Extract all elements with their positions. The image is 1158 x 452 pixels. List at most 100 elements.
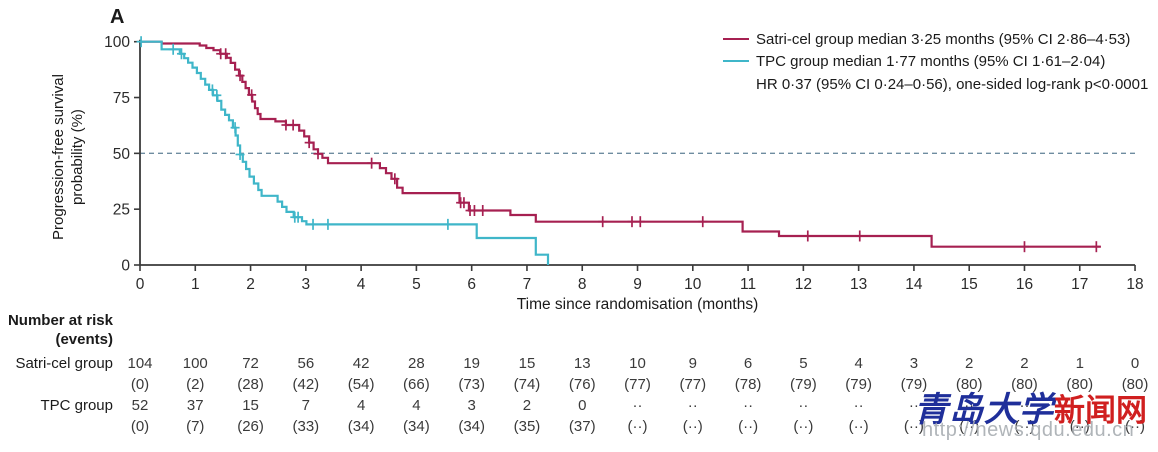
risk-table-header: Number at risk: [7, 312, 113, 329]
risk-count-cell: 7: [301, 397, 310, 414]
x-tick-label: 16: [1016, 276, 1033, 293]
risk-events-cell: (··): [959, 418, 980, 435]
risk-count-cell: ··: [908, 397, 919, 414]
risk-events-cell: (··): [738, 418, 759, 435]
risk-count-cell: 2: [1020, 355, 1029, 372]
risk-count-cell: 1: [1075, 355, 1084, 372]
risk-count-cell: ··: [1130, 397, 1141, 414]
risk-count-cell: ··: [1074, 397, 1085, 414]
risk-events-cell: (33): [292, 418, 320, 435]
x-tick-label: 3: [302, 276, 311, 293]
risk-count-cell: 4: [356, 397, 366, 414]
watermark-site-name-cn: 青岛大学: [914, 390, 1054, 430]
risk-count-cell: 19: [463, 355, 481, 372]
x-tick-label: 11: [740, 276, 756, 293]
legend-entry-tpc: TPC group median 1·77 months (95% CI 1·6…: [723, 50, 1148, 72]
risk-count-cell: 0: [578, 397, 587, 414]
risk-count-cell: 10: [629, 355, 646, 372]
risk-count-cell: 6: [743, 355, 753, 372]
risk-events-cell: (78): [734, 376, 762, 393]
y-tick-label: 75: [113, 90, 130, 107]
risk-events-cell: (35): [513, 418, 541, 435]
panel-label: A: [110, 6, 125, 28]
risk-count-cell: ··: [1019, 397, 1030, 414]
risk-count-cell: 56: [297, 355, 315, 372]
risk-events-cell: (74): [513, 376, 541, 393]
risk-count-cell: 2: [965, 355, 974, 372]
x-tick-label: 5: [412, 276, 421, 293]
risk-count-cell: 3: [909, 355, 919, 372]
risk-count-cell: 3: [467, 397, 476, 414]
risk-count-cell: 104: [127, 355, 153, 372]
x-tick-label: 7: [523, 276, 532, 293]
risk-events-cell: (77): [679, 376, 707, 393]
x-tick-label: 15: [961, 276, 978, 293]
x-tick-label: 4: [357, 276, 366, 293]
tpc-line-swatch: [723, 59, 749, 63]
risk-events-cell: (77): [624, 376, 651, 393]
risk-count-cell: ··: [632, 397, 643, 414]
watermark-text: 青岛大学新闻网: [914, 382, 1147, 431]
risk-events-cell: (73): [458, 376, 486, 393]
risk-events-cell: (54): [347, 376, 375, 393]
risk-events-cell: (79): [845, 376, 872, 393]
risk-count-cell: 42: [352, 355, 370, 372]
risk-events-cell: (··): [848, 418, 869, 435]
risk-count-cell: 15: [242, 397, 259, 414]
x-tick-label: 9: [633, 276, 642, 293]
legend: Satri-cel group median 3·25 months (95% …: [723, 28, 1148, 96]
risk-table-subheader: (events): [55, 331, 113, 348]
x-tick-label: 8: [578, 276, 587, 293]
risk-events-cell: (80): [1066, 376, 1094, 393]
risk-events-cell: (7): [186, 418, 205, 435]
risk-events-cell: (76): [568, 376, 596, 393]
risk-events-cell: (66): [403, 376, 430, 393]
risk-row-label-satri: Satri-cel group: [15, 355, 113, 372]
risk-events-cell: (2): [186, 376, 205, 393]
risk-events-cell: (80): [1121, 376, 1149, 393]
risk-count-cell: 28: [408, 355, 425, 372]
risk-count-cell: 100: [182, 355, 208, 372]
risk-count-cell: 15: [518, 355, 536, 372]
legend-label-satri: Satri-cel group median 3·25 months (95% …: [756, 30, 1131, 48]
risk-count-cell: 5: [799, 355, 808, 372]
risk-events-cell: (··): [1014, 418, 1035, 435]
risk-events-cell: (0): [130, 376, 150, 393]
risk-events-cell: (28): [237, 376, 264, 393]
risk-events-cell: (79): [790, 376, 817, 393]
risk-events-cell: (42): [292, 376, 320, 393]
x-tick-label: 12: [795, 276, 812, 293]
y-tick-label: 25: [113, 202, 130, 219]
risk-count-cell: 2: [522, 397, 532, 414]
hr-annotation: HR 0·37 (95% CI 0·24–0·56), one-sided lo…: [756, 75, 1149, 93]
x-tick-label: 18: [1126, 276, 1143, 293]
x-tick-label: 17: [1071, 276, 1088, 293]
y-tick-label: 0: [121, 258, 130, 275]
x-tick-label: 10: [684, 276, 702, 293]
risk-count-cell: 72: [242, 355, 259, 372]
watermark-site-suffix-cn: 新闻网: [1054, 393, 1147, 429]
x-axis-title: Time since randomisation (months): [516, 296, 759, 313]
risk-events-cell: (80): [955, 376, 983, 393]
risk-events-cell: (··): [627, 418, 648, 435]
risk-row-label-tpc: TPC group: [40, 397, 113, 414]
x-tick-label: 0: [136, 276, 145, 293]
y-tick-label: 100: [104, 34, 130, 51]
risk-count-cell: ··: [798, 397, 809, 414]
x-tick-label: 1: [191, 276, 200, 293]
risk-events-cell: (34): [458, 418, 486, 435]
risk-events-cell: (37): [568, 418, 596, 435]
watermark-url: http://news.qdu.edu.cn: [922, 419, 1135, 441]
x-tick-label: 6: [467, 276, 476, 293]
risk-count-cell: 37: [186, 397, 204, 414]
risk-events-cell: (··): [793, 418, 814, 435]
risk-events-cell: (34): [403, 418, 430, 435]
risk-events-cell: (26): [237, 418, 264, 435]
risk-count-cell: 0: [1130, 355, 1140, 372]
risk-count-cell: 4: [854, 355, 863, 372]
risk-events-cell: (34): [347, 418, 375, 435]
risk-count-cell: ··: [687, 397, 698, 414]
y-tick-label: 50: [113, 146, 131, 163]
